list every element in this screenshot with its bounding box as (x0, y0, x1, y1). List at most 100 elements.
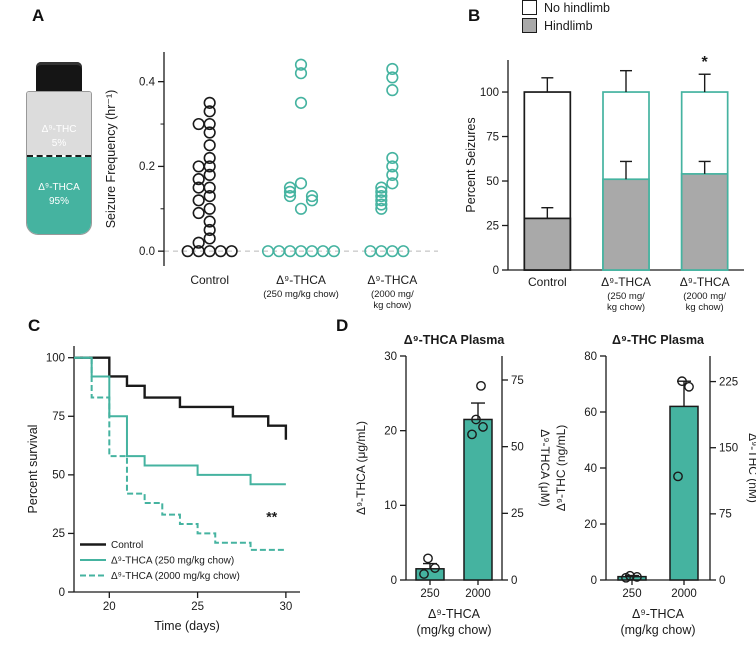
scatter-axes: 0.0 0.2 0.4 Seizure Frequency (hr⁻¹) Control… (104, 52, 438, 311)
svg-text:50: 50 (511, 441, 524, 453)
svg-text:100: 100 (480, 87, 499, 99)
svg-text:20: 20 (584, 519, 597, 531)
svg-text:0: 0 (391, 575, 397, 587)
svg-text:Δ⁹-THCA: Δ⁹-THCA (367, 273, 417, 287)
svg-text:Δ⁹-THC (ng/mL): Δ⁹-THC (ng/mL) (554, 425, 568, 512)
vial-thc-label: Δ⁹-THC (41, 123, 77, 135)
hindlimb-swatch (522, 18, 537, 33)
bar-scatter-plot: Δ⁹-THCA Plasma 0 10 20 30 0 25 50 75 Δ⁹-THCA (μg/… (354, 333, 552, 637)
svg-text:kg chow): kg chow) (686, 302, 724, 313)
svg-text:50: 50 (486, 176, 499, 188)
bar-scatter-plot: Δ⁹-THC Plasma 0 20 40 60 80 0 75 150 225 Δ⁹-THC (n… (554, 333, 756, 637)
survival-series (74, 356, 288, 551)
vial-thc-percent: 5% (51, 138, 67, 150)
stacked-bar-plot: 0 25 50 75 100 Percent Seizures Control Δ⁹-THCA… (464, 54, 744, 313)
svg-text:0.2: 0.2 (139, 161, 155, 173)
svg-text:Δ⁹-THCA: Δ⁹-THCA (680, 275, 730, 289)
svg-text:150: 150 (719, 443, 738, 455)
percent-seizures-chart: 0 25 50 75 100 Percent Seizures Control Δ⁹-THCA… (464, 54, 744, 313)
svg-text:Δ⁹-THC Plasma: Δ⁹-THC Plasma (612, 333, 705, 347)
svg-text:(250 mg/: (250 mg/ (607, 291, 645, 302)
svg-text:25: 25 (486, 220, 499, 232)
svg-text:25: 25 (191, 601, 204, 613)
svg-text:Δ⁹-THCA: Δ⁹-THCA (428, 607, 481, 621)
svg-text:2000: 2000 (671, 588, 697, 600)
svg-text:40: 40 (584, 463, 597, 475)
survival-axes: 0 25 50 75 100 20 25 30 Percent survival Time (da… (26, 346, 300, 633)
svg-text:Percent Seizures: Percent Seizures (464, 117, 478, 212)
svg-text:50: 50 (52, 470, 65, 482)
svg-text:kg chow): kg chow) (607, 302, 645, 313)
svg-text:0.0: 0.0 (139, 246, 155, 258)
svg-text:0: 0 (591, 575, 597, 587)
vial-thc-section: Δ⁹-THC 5% (27, 92, 91, 155)
svg-text:Δ⁹-THCA: Δ⁹-THCA (276, 273, 326, 287)
svg-text:20: 20 (103, 601, 116, 613)
svg-text:Δ⁹-THCA (μg/mL): Δ⁹-THCA (μg/mL) (354, 421, 368, 515)
no-hindlimb-label: No hindlimb (544, 0, 611, 15)
svg-text:30: 30 (384, 351, 397, 363)
svg-text:(mg/kg chow): (mg/kg chow) (416, 623, 491, 637)
vial-thca-label: Δ⁹-THCA (38, 181, 80, 193)
panel-label-a: A (32, 6, 45, 25)
legend-row-hindlimb: Hindlimb (522, 18, 610, 33)
panel-label-d: D (336, 316, 349, 335)
thc-thca-vial: Δ⁹-THC 5% Δ⁹-THCA 95% (26, 62, 92, 235)
svg-text:2000: 2000 (465, 588, 491, 600)
hindlimb-legend: No hindlimb Hindlimb (522, 0, 610, 36)
svg-text:(250 mg/kg chow): (250 mg/kg chow) (263, 289, 339, 300)
svg-text:Control: Control (111, 540, 143, 551)
hindlimb-label: Hindlimb (544, 18, 593, 33)
svg-text:*: * (702, 54, 709, 71)
svg-text:30: 30 (279, 601, 292, 613)
svg-text:0: 0 (719, 575, 725, 587)
svg-text:Δ⁹-THCA: Δ⁹-THCA (632, 607, 685, 621)
panel-label-c: C (28, 316, 41, 335)
vial-divider (27, 154, 91, 157)
svg-text:0: 0 (511, 575, 517, 587)
seizure-frequency-chart: 0.0 0.2 0.4 Seizure Frequency (hr⁻¹) Control… (104, 52, 438, 311)
thca-plasma-chart: Δ⁹-THCA Plasma 0 10 20 30 0 25 50 75 Δ⁹-THCA (μg/… (354, 333, 552, 637)
svg-text:25: 25 (511, 508, 524, 520)
panel-label-b: B (468, 6, 481, 25)
no-hindlimb-swatch (522, 0, 537, 15)
svg-text:kg chow): kg chow) (373, 300, 411, 311)
svg-text:75: 75 (52, 411, 65, 423)
svg-text:75: 75 (486, 131, 499, 143)
svg-text:0.4: 0.4 (139, 76, 156, 88)
svg-text:(2000 mg/: (2000 mg/ (371, 289, 414, 300)
svg-text:100: 100 (46, 353, 65, 365)
svg-text:Control: Control (528, 275, 567, 289)
survival-chart: 0 25 50 75 100 20 25 30 Percent survival Time (da… (26, 346, 300, 633)
vial-cap (36, 62, 82, 94)
svg-text:Δ⁹-THCA (2000 mg/kg chow): Δ⁹-THCA (2000 mg/kg chow) (111, 571, 240, 582)
svg-text:Time (days): Time (days) (154, 619, 220, 633)
svg-text:80: 80 (584, 351, 597, 363)
svg-text:225: 225 (719, 376, 738, 388)
svg-text:Δ⁹-THCA Plasma: Δ⁹-THCA Plasma (404, 333, 506, 347)
svg-text:Δ⁹-THCA (250 mg/kg chow): Δ⁹-THCA (250 mg/kg chow) (111, 556, 234, 567)
legend-row-no-hindlimb: No hindlimb (522, 0, 610, 15)
scatter-series-1 (261, 58, 341, 258)
scatter-series-2 (364, 62, 410, 258)
svg-text:**: ** (266, 509, 277, 525)
vial-thca-section: Δ⁹-THCA 95% (27, 156, 91, 234)
svg-text:(2000 mg/: (2000 mg/ (683, 291, 726, 302)
svg-text:20: 20 (384, 425, 397, 437)
svg-text:Δ⁹-THCA (μM): Δ⁹-THCA (μM) (538, 429, 552, 506)
thc-plasma-chart: Δ⁹-THC Plasma 0 20 40 60 80 0 75 150 225 Δ⁹-THC (n… (554, 333, 756, 637)
svg-text:0: 0 (493, 265, 499, 277)
svg-text:25: 25 (52, 528, 65, 540)
svg-text:75: 75 (511, 375, 524, 387)
svg-text:Percent survival: Percent survival (26, 425, 40, 514)
vial-body: Δ⁹-THC 5% Δ⁹-THCA 95% (26, 91, 92, 235)
svg-text:Seizure Frequency (hr⁻¹): Seizure Frequency (hr⁻¹) (104, 90, 118, 229)
svg-text:250: 250 (420, 588, 439, 600)
svg-text:250: 250 (622, 588, 641, 600)
svg-text:10: 10 (384, 500, 397, 512)
svg-text:60: 60 (584, 407, 597, 419)
svg-text:Δ⁹-THC (nM): Δ⁹-THC (nM) (746, 433, 756, 503)
svg-text:Δ⁹-THCA: Δ⁹-THCA (601, 275, 651, 289)
survival-legend: Control Δ⁹-THCA (250 mg/kg chow) Δ⁹-THCA (… (80, 540, 240, 582)
